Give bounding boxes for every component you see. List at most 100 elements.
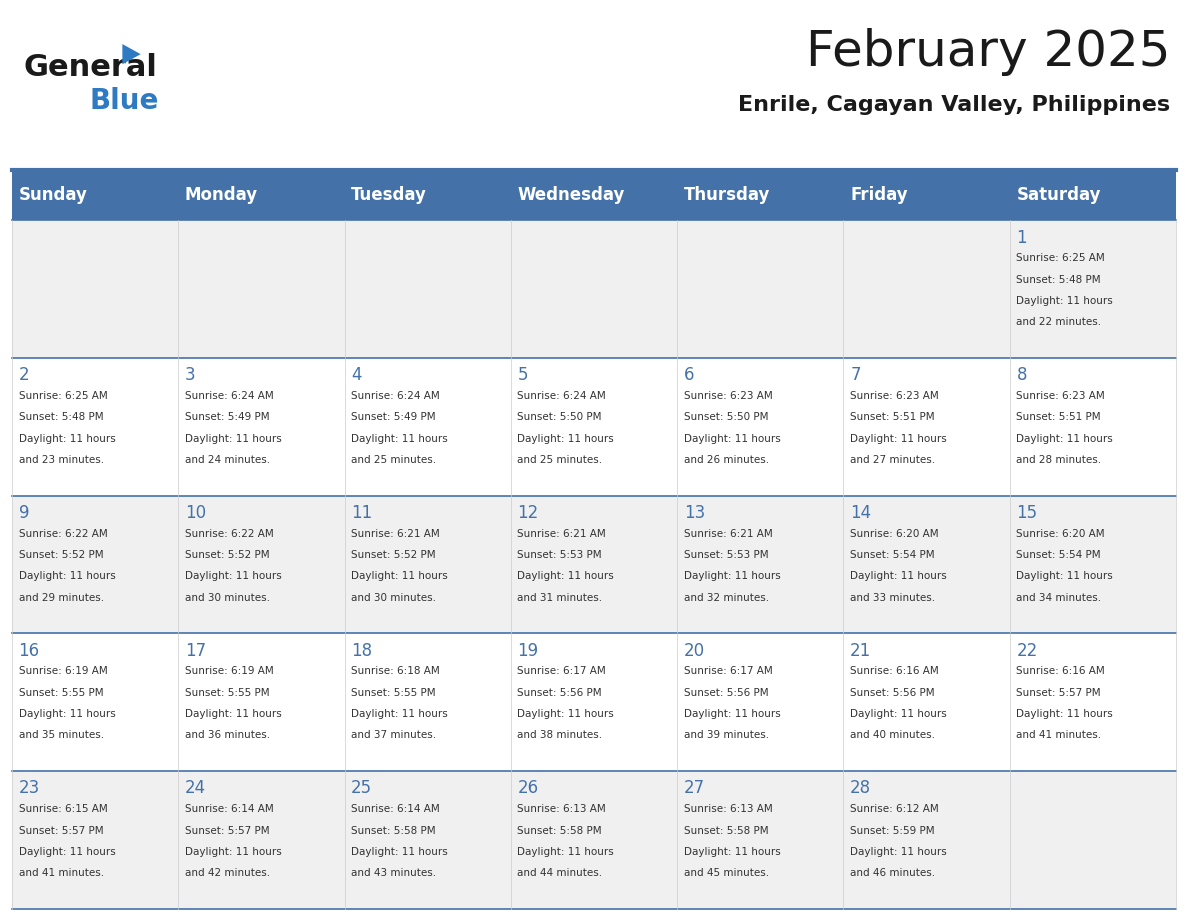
Text: Sunrise: 6:21 AM: Sunrise: 6:21 AM	[684, 529, 772, 539]
Text: 18: 18	[352, 642, 372, 660]
Text: General: General	[24, 53, 158, 83]
Text: February 2025: February 2025	[805, 28, 1170, 75]
Text: and 34 minutes.: and 34 minutes.	[1017, 593, 1101, 603]
Text: and 43 minutes.: and 43 minutes.	[352, 868, 436, 879]
Text: Saturday: Saturday	[1017, 186, 1101, 204]
Text: Sunday: Sunday	[19, 186, 88, 204]
Text: and 35 minutes.: and 35 minutes.	[19, 731, 103, 741]
Text: Daylight: 11 hours: Daylight: 11 hours	[518, 846, 614, 856]
Text: Sunset: 5:54 PM: Sunset: 5:54 PM	[1017, 550, 1101, 560]
Text: Sunset: 5:51 PM: Sunset: 5:51 PM	[851, 412, 935, 422]
Text: Sunrise: 6:12 AM: Sunrise: 6:12 AM	[851, 804, 939, 814]
Text: Sunrise: 6:13 AM: Sunrise: 6:13 AM	[518, 804, 606, 814]
Text: and 23 minutes.: and 23 minutes.	[19, 455, 103, 465]
Text: Sunrise: 6:20 AM: Sunrise: 6:20 AM	[851, 529, 939, 539]
Text: Sunrise: 6:16 AM: Sunrise: 6:16 AM	[851, 666, 939, 677]
Text: and 40 minutes.: and 40 minutes.	[851, 731, 935, 741]
Text: Sunset: 5:48 PM: Sunset: 5:48 PM	[19, 412, 103, 422]
Text: Daylight: 11 hours: Daylight: 11 hours	[19, 434, 115, 443]
Text: Sunrise: 6:17 AM: Sunrise: 6:17 AM	[518, 666, 606, 677]
Text: Daylight: 11 hours: Daylight: 11 hours	[684, 846, 781, 856]
Text: Daylight: 11 hours: Daylight: 11 hours	[684, 434, 781, 443]
Text: and 26 minutes.: and 26 minutes.	[684, 455, 769, 465]
Text: Sunrise: 6:22 AM: Sunrise: 6:22 AM	[185, 529, 273, 539]
Text: Daylight: 11 hours: Daylight: 11 hours	[684, 709, 781, 719]
Text: 16: 16	[19, 642, 39, 660]
Text: Wednesday: Wednesday	[518, 186, 625, 204]
Text: and 27 minutes.: and 27 minutes.	[851, 455, 935, 465]
Text: Friday: Friday	[851, 186, 908, 204]
Text: Sunset: 5:50 PM: Sunset: 5:50 PM	[684, 412, 769, 422]
Text: and 36 minutes.: and 36 minutes.	[185, 731, 270, 741]
Text: 12: 12	[518, 504, 538, 522]
Text: Daylight: 11 hours: Daylight: 11 hours	[1017, 296, 1113, 306]
Text: and 44 minutes.: and 44 minutes.	[518, 868, 602, 879]
Text: Sunrise: 6:13 AM: Sunrise: 6:13 AM	[684, 804, 772, 814]
Text: and 24 minutes.: and 24 minutes.	[185, 455, 270, 465]
Text: Sunset: 5:52 PM: Sunset: 5:52 PM	[19, 550, 103, 560]
Text: Daylight: 11 hours: Daylight: 11 hours	[352, 571, 448, 581]
Text: Daylight: 11 hours: Daylight: 11 hours	[185, 434, 282, 443]
Text: Daylight: 11 hours: Daylight: 11 hours	[19, 571, 115, 581]
Text: and 42 minutes.: and 42 minutes.	[185, 868, 270, 879]
FancyBboxPatch shape	[12, 496, 1176, 633]
Text: Daylight: 11 hours: Daylight: 11 hours	[352, 846, 448, 856]
Text: Sunrise: 6:16 AM: Sunrise: 6:16 AM	[1017, 666, 1105, 677]
Text: and 39 minutes.: and 39 minutes.	[684, 731, 769, 741]
FancyBboxPatch shape	[12, 170, 1176, 220]
Text: 25: 25	[352, 779, 372, 798]
Text: and 32 minutes.: and 32 minutes.	[684, 593, 769, 603]
Text: Daylight: 11 hours: Daylight: 11 hours	[1017, 434, 1113, 443]
Text: and 38 minutes.: and 38 minutes.	[518, 731, 602, 741]
Text: Daylight: 11 hours: Daylight: 11 hours	[518, 571, 614, 581]
Text: 22: 22	[1017, 642, 1037, 660]
Text: 11: 11	[352, 504, 372, 522]
Text: Daylight: 11 hours: Daylight: 11 hours	[518, 434, 614, 443]
Text: and 30 minutes.: and 30 minutes.	[185, 593, 270, 603]
Text: Sunrise: 6:25 AM: Sunrise: 6:25 AM	[19, 391, 107, 401]
Text: 23: 23	[19, 779, 39, 798]
Text: Daylight: 11 hours: Daylight: 11 hours	[1017, 709, 1113, 719]
Text: Sunset: 5:52 PM: Sunset: 5:52 PM	[352, 550, 436, 560]
FancyBboxPatch shape	[12, 633, 1176, 771]
Text: Sunset: 5:58 PM: Sunset: 5:58 PM	[518, 825, 602, 835]
Text: Sunrise: 6:14 AM: Sunrise: 6:14 AM	[185, 804, 273, 814]
Text: 19: 19	[518, 642, 538, 660]
Text: Sunrise: 6:17 AM: Sunrise: 6:17 AM	[684, 666, 772, 677]
Text: and 22 minutes.: and 22 minutes.	[1017, 318, 1101, 328]
Text: and 30 minutes.: and 30 minutes.	[352, 593, 436, 603]
Text: Sunrise: 6:24 AM: Sunrise: 6:24 AM	[352, 391, 440, 401]
Text: Sunset: 5:54 PM: Sunset: 5:54 PM	[851, 550, 935, 560]
Text: 1: 1	[1017, 229, 1028, 247]
Text: 2: 2	[19, 366, 30, 385]
Text: 27: 27	[684, 779, 704, 798]
Text: Daylight: 11 hours: Daylight: 11 hours	[1017, 571, 1113, 581]
Text: Sunrise: 6:23 AM: Sunrise: 6:23 AM	[851, 391, 939, 401]
Text: Sunrise: 6:24 AM: Sunrise: 6:24 AM	[518, 391, 606, 401]
Text: Sunrise: 6:21 AM: Sunrise: 6:21 AM	[518, 529, 606, 539]
Text: and 33 minutes.: and 33 minutes.	[851, 593, 935, 603]
Text: Sunrise: 6:23 AM: Sunrise: 6:23 AM	[1017, 391, 1105, 401]
Text: Sunset: 5:56 PM: Sunset: 5:56 PM	[518, 688, 602, 698]
Text: Sunset: 5:58 PM: Sunset: 5:58 PM	[352, 825, 436, 835]
Text: 10: 10	[185, 504, 206, 522]
Text: 15: 15	[1017, 504, 1037, 522]
FancyBboxPatch shape	[12, 358, 1176, 496]
Text: Daylight: 11 hours: Daylight: 11 hours	[352, 434, 448, 443]
Text: Sunset: 5:57 PM: Sunset: 5:57 PM	[19, 825, 103, 835]
Text: Daylight: 11 hours: Daylight: 11 hours	[684, 571, 781, 581]
Text: and 37 minutes.: and 37 minutes.	[352, 731, 436, 741]
Text: Sunrise: 6:20 AM: Sunrise: 6:20 AM	[1017, 529, 1105, 539]
Text: Sunset: 5:55 PM: Sunset: 5:55 PM	[185, 688, 270, 698]
Text: Sunrise: 6:21 AM: Sunrise: 6:21 AM	[352, 529, 440, 539]
Text: Sunrise: 6:23 AM: Sunrise: 6:23 AM	[684, 391, 772, 401]
Text: Sunrise: 6:22 AM: Sunrise: 6:22 AM	[19, 529, 107, 539]
Text: 28: 28	[851, 779, 871, 798]
Text: and 25 minutes.: and 25 minutes.	[352, 455, 436, 465]
Text: Sunrise: 6:18 AM: Sunrise: 6:18 AM	[352, 666, 440, 677]
Text: Sunset: 5:50 PM: Sunset: 5:50 PM	[518, 412, 602, 422]
Text: Daylight: 11 hours: Daylight: 11 hours	[518, 709, 614, 719]
Text: and 29 minutes.: and 29 minutes.	[19, 593, 103, 603]
Text: Daylight: 11 hours: Daylight: 11 hours	[19, 846, 115, 856]
Text: Sunset: 5:53 PM: Sunset: 5:53 PM	[684, 550, 769, 560]
